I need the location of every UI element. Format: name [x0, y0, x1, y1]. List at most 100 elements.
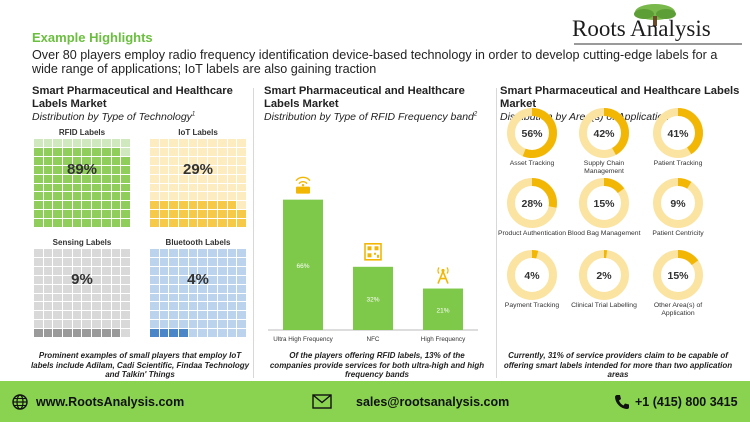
waffle-cell [217, 219, 227, 227]
waffle-cell [179, 165, 188, 174]
category-label: Ultra High Frequency [273, 336, 333, 343]
waffle-cell [53, 302, 63, 311]
waffle-cell [53, 165, 63, 174]
waffle-cell [53, 210, 63, 219]
waffle-cell [82, 174, 92, 183]
waffle-cell [217, 156, 227, 165]
waffle-cell [208, 139, 217, 147]
website-text: www.RootsAnalysis.com [36, 394, 185, 409]
waffle-cell [121, 210, 130, 219]
waffle-cell [179, 249, 188, 257]
panel-footnote: Currently, 31% of service providers clai… [503, 351, 733, 379]
waffle-cell [82, 156, 92, 165]
tree-icon [634, 4, 676, 26]
waffle-cell [82, 302, 92, 311]
bar-value-label: 21% [436, 307, 449, 314]
waffle-cell [43, 210, 53, 219]
frequency-panel: Smart Pharmaceutical and Healthcare Labe… [264, 85, 489, 123]
waffle-cell [53, 249, 63, 257]
waffle-cell [159, 311, 169, 320]
website-link[interactable]: www.RootsAnalysis.com [12, 381, 184, 422]
waffle-cell [63, 156, 72, 165]
waffle-cell [63, 311, 72, 320]
waffle-cell [237, 266, 246, 275]
globe-icon [12, 393, 28, 410]
donut-label: Blood Bag Management [567, 230, 641, 237]
waffle-cell [217, 266, 227, 275]
waffle-cell [72, 275, 82, 284]
waffle-cell [227, 156, 237, 165]
waffle-cell [111, 174, 121, 183]
frequency-bar-chart: 66% Ultra High Frequency 32% NFC 21% High Fre… [268, 176, 478, 343]
waffle-cell [159, 257, 169, 266]
waffle-cell [92, 156, 101, 165]
waffle-cell [188, 311, 198, 320]
waffle-cell [53, 147, 63, 156]
waffle-cell [34, 266, 43, 275]
waffle-cell [101, 284, 111, 293]
waffle-cell [198, 249, 208, 257]
waffle-cell [150, 311, 159, 320]
waffle-cell [188, 302, 198, 311]
waffle-cell [188, 249, 198, 257]
waffle-cell [150, 165, 159, 174]
email-link[interactable]: sales@rootsanalysis.com [356, 381, 509, 422]
waffle-cell [34, 257, 43, 266]
waffle-cell [159, 192, 169, 201]
waffle-cell [169, 201, 179, 210]
logo-underline [574, 43, 742, 45]
donut-label: Payment Tracking [504, 302, 560, 309]
waffle-cell [198, 174, 208, 183]
waffle-cell [179, 329, 188, 337]
waffle-iot: 29% [150, 139, 246, 227]
waffle-cell [72, 147, 82, 156]
waffle-cell [101, 156, 111, 165]
waffle-cell [227, 329, 237, 337]
waffle-cell [72, 139, 82, 147]
waffle-cell [82, 329, 92, 337]
waffle-cell [72, 201, 82, 210]
donut-label: Supply Chain Management [583, 160, 625, 175]
waffle-cell [111, 275, 121, 284]
waffle-rfid: 89% [34, 139, 130, 227]
waffle-cell [63, 174, 72, 183]
waffle-cell [43, 320, 53, 329]
waffle-cell [43, 329, 53, 337]
waffle-cell [217, 329, 227, 337]
waffle-cell [34, 210, 43, 219]
waffle-cell [82, 210, 92, 219]
waffle-cell [159, 302, 169, 311]
waffle-label: Bluetooth Labels [165, 238, 231, 247]
waffle-cell [179, 284, 188, 293]
waffle-grid [150, 139, 246, 227]
waffle-cell [121, 192, 130, 201]
donut-value: 2% [596, 270, 612, 282]
waffle-cell [150, 302, 159, 311]
waffle-cell [121, 174, 130, 183]
waffle-cell [101, 302, 111, 311]
waffle-cell [92, 249, 101, 257]
waffle-cell [217, 311, 227, 320]
waffle-cell [227, 165, 237, 174]
waffle-bluetooth: 4% [150, 249, 246, 337]
donut-value: 9% [670, 198, 686, 210]
waffle-cell [188, 210, 198, 219]
waffle-cell [53, 320, 63, 329]
waffle-cell [111, 201, 121, 210]
waffle-cell [34, 183, 43, 192]
waffle-cell [34, 293, 43, 302]
waffle-cell [198, 210, 208, 219]
waffle-cell [82, 201, 92, 210]
waffle-cell [72, 183, 82, 192]
waffle-cell [150, 257, 159, 266]
waffle-cell [72, 165, 82, 174]
waffle-cell [179, 257, 188, 266]
phone-link[interactable]: +1 (415) 800 3415 [614, 381, 738, 422]
waffle-cell [53, 311, 63, 320]
waffle-cell [121, 249, 130, 257]
waffle-cell [169, 147, 179, 156]
waffle-cell [188, 147, 198, 156]
waffle-cell [34, 139, 43, 147]
waffle-cell [101, 329, 111, 337]
waffle-cell [169, 266, 179, 275]
